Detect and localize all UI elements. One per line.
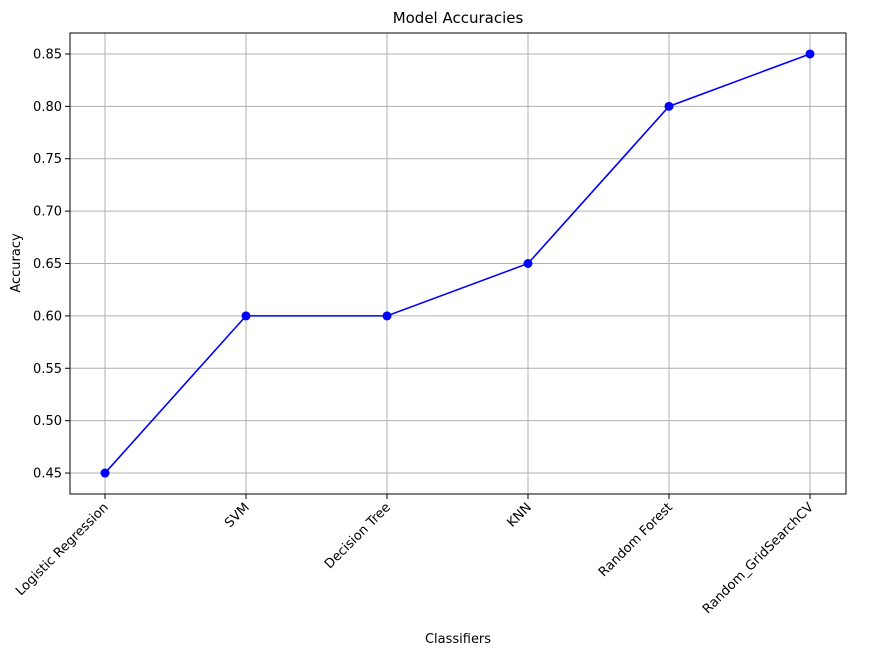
x-tick-label: Random Forest <box>596 500 676 580</box>
y-tick-label: 0.65 <box>33 257 62 272</box>
x-tick-label: Logistic Regression <box>13 500 112 599</box>
x-axis: Logistic Regression SVM Decision Tree KNN Ra… <box>13 494 817 617</box>
grid-lines <box>70 33 846 494</box>
data-point <box>523 259 533 268</box>
y-tick-label: 0.50 <box>33 414 62 429</box>
y-tick-label: 0.55 <box>33 362 62 377</box>
chart-title: Model Accuracies <box>393 9 524 27</box>
data-point <box>100 468 110 478</box>
y-tick-label: 0.70 <box>33 205 62 220</box>
y-axis-label: Accuracy <box>9 233 24 293</box>
y-tick-label: 0.75 <box>33 152 62 167</box>
y-tick-label: 0.45 <box>33 467 62 482</box>
y-tick-label: 0.85 <box>33 47 62 62</box>
data-point <box>241 311 251 321</box>
series-markers <box>100 49 815 478</box>
y-tick-label: 0.60 <box>33 309 62 324</box>
x-tick-label: SVM <box>222 500 253 531</box>
y-tick-label: 0.80 <box>33 100 62 115</box>
data-point <box>382 311 392 321</box>
y-axis: 0.45 0.50 0.55 0.60 0.65 0.70 0.75 0.80 0.85 <box>33 47 70 482</box>
x-tick-label: KNN <box>504 500 534 530</box>
data-point <box>805 49 815 59</box>
x-axis-label: Classifiers <box>425 632 491 647</box>
x-tick-label: Random_GridSearchCV <box>700 500 817 617</box>
data-point <box>664 101 674 111</box>
x-tick-label: Decision Tree <box>322 500 394 572</box>
series-line <box>104 53 811 474</box>
